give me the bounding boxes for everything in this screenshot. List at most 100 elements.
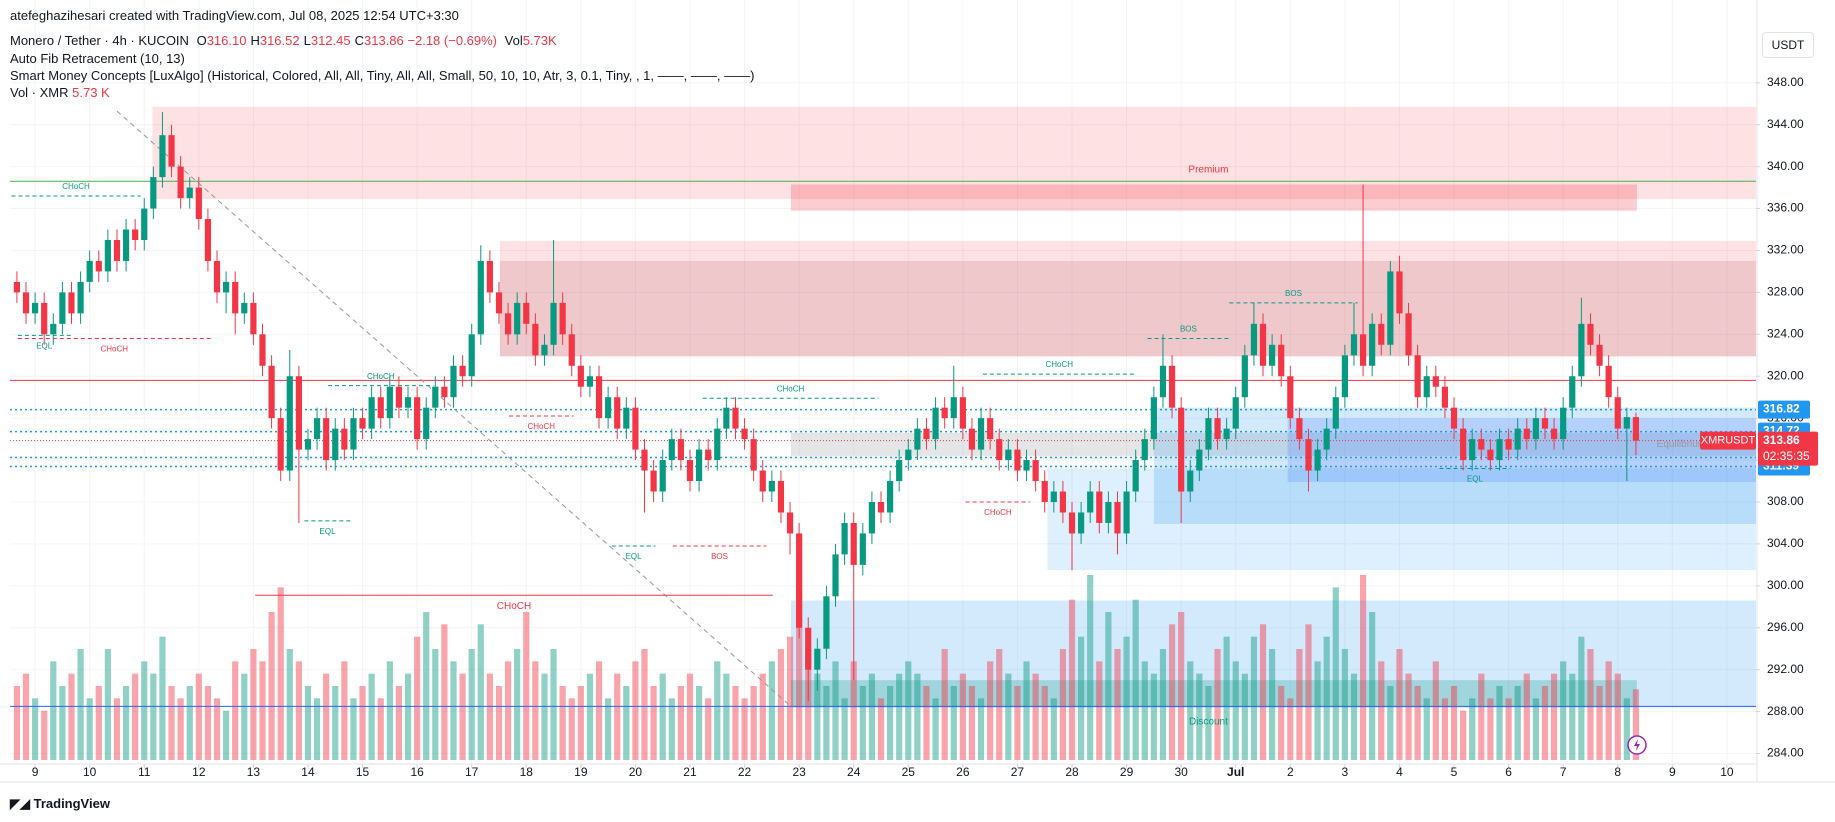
volume-bar	[41, 710, 48, 760]
x-tick-label: 14	[301, 765, 315, 779]
structure-label: CHoCH	[497, 601, 531, 612]
volume-bar	[495, 686, 503, 760]
volume-bar	[805, 649, 812, 760]
volume-bar	[605, 698, 612, 760]
volume-bar	[1596, 686, 1603, 760]
volume-bar	[168, 686, 175, 760]
candle-body	[1041, 481, 1048, 502]
candle-body	[204, 219, 212, 261]
structure-label: BOS	[1180, 325, 1197, 334]
zone	[790, 184, 1637, 211]
volume-bar	[650, 686, 657, 760]
candle-body	[395, 386, 403, 408]
candle-body	[814, 648, 821, 670]
volume-bar	[432, 649, 439, 760]
volume-bar	[395, 686, 403, 760]
volume-bar	[1623, 698, 1630, 760]
volume-bar	[1314, 661, 1321, 760]
volume-bar	[1578, 636, 1585, 760]
volume-bar	[523, 612, 530, 760]
indicator-2[interactable]: Smart Money Concepts [LuxAlgo] (Historic…	[10, 68, 755, 83]
volume-bar	[259, 661, 266, 760]
candle-body	[1105, 501, 1112, 523]
x-tick-label: 27	[1011, 765, 1025, 779]
symbol[interactable]: Monero / Tether · 4h · KUCOIN	[10, 33, 189, 48]
candle-body	[1278, 344, 1285, 377]
x-tick-label: 4	[1396, 765, 1403, 779]
volume-bar	[1478, 673, 1485, 760]
x-tick-label: 16	[410, 765, 424, 779]
volume-bar	[641, 649, 648, 760]
volume-bar	[1087, 575, 1094, 760]
volume-bar	[414, 636, 421, 760]
zone-layer	[152, 106, 1757, 708]
volume-bar	[477, 624, 484, 760]
candle-body	[977, 418, 985, 450]
ohlc-key: H	[250, 33, 260, 48]
candle-body	[523, 302, 530, 324]
volume-bar	[1632, 689, 1640, 760]
candle-body	[1296, 418, 1303, 440]
candle-body	[441, 386, 448, 398]
volume-bar	[232, 661, 239, 760]
candle-body	[59, 292, 66, 324]
volume-bar	[1105, 612, 1112, 760]
candle-body	[86, 260, 93, 282]
volume-bar	[22, 673, 30, 760]
candle-body	[577, 365, 584, 387]
volume-bar	[150, 673, 157, 760]
volume-bar	[1587, 649, 1594, 760]
x-tick-label: 5	[1451, 765, 1458, 779]
x-tick-label: 10	[1720, 765, 1734, 779]
header: atefeghazihesari created with TradingVie…	[10, 8, 459, 23]
volume-bar	[486, 673, 493, 760]
volume-bar	[814, 673, 821, 760]
candle-body	[195, 187, 202, 220]
candle-body	[668, 439, 675, 461]
candle-body	[332, 428, 339, 461]
indicator-1[interactable]: Auto Fib Retracement (10, 13)	[10, 51, 185, 66]
x-tick-label: 24	[847, 765, 861, 779]
candle-body	[1141, 439, 1148, 461]
candle-body	[468, 334, 475, 377]
volume-bar	[1432, 661, 1439, 760]
y-tick-label: 308.00	[1767, 494, 1804, 508]
candle-body	[1414, 355, 1421, 398]
candle-body	[1450, 407, 1458, 429]
candle-body	[386, 386, 393, 419]
volume-bar	[1460, 710, 1467, 760]
y-tick-label: 296.00	[1767, 620, 1804, 634]
candle-body	[1587, 323, 1594, 345]
volume-bar	[1287, 698, 1294, 760]
volume-bar	[586, 673, 594, 760]
x-tick-label: 2	[1287, 765, 1294, 779]
candle-body	[1614, 397, 1621, 429]
price-label-box	[1758, 400, 1810, 419]
volume-bar	[368, 673, 375, 760]
volume-bar	[13, 686, 21, 760]
volume-bar	[1159, 649, 1167, 760]
candle-body	[213, 260, 221, 293]
candle-body	[996, 439, 1003, 461]
candle-body	[159, 135, 166, 178]
candle-body	[1068, 512, 1076, 534]
volume-bar	[768, 661, 775, 760]
ohlc-value: 312.45	[310, 33, 351, 48]
candle-body	[1469, 439, 1476, 461]
y-tick-label: 284.00	[1767, 746, 1804, 760]
volume-bar	[1259, 624, 1267, 760]
candle-body	[723, 407, 730, 429]
x-tick-label: 9	[32, 765, 39, 779]
volume-bar	[77, 649, 84, 760]
volume-bar	[50, 661, 57, 760]
volume-bar	[1059, 649, 1067, 760]
volume-bar	[141, 661, 148, 760]
volume-bar	[595, 661, 603, 760]
candle-body	[541, 344, 548, 356]
volume-bar	[277, 587, 284, 760]
currency-button[interactable]: USDT	[1762, 32, 1814, 58]
volume-bar	[705, 698, 712, 760]
candle-body	[1432, 376, 1439, 387]
volume-bar	[959, 673, 966, 760]
